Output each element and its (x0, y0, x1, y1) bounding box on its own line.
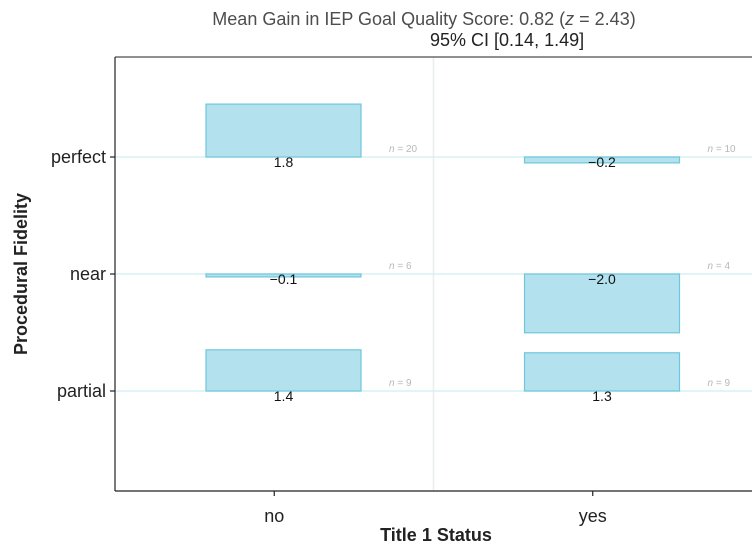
title-z-symbol: z (565, 9, 575, 29)
value-label-no-near: −0.1 (270, 271, 298, 287)
bar-no-partial (205, 349, 362, 392)
n-label-no-partial: n = 9 (389, 378, 412, 389)
bar-no-perfect (205, 103, 362, 158)
x-axis-title: Title 1 Status (380, 525, 492, 544)
n-label-yes-near: n = 4 (708, 261, 731, 272)
n-label-yes-partial: n = 9 (708, 378, 731, 389)
value-label-yes-partial: 1.3 (592, 388, 612, 404)
title-prefix: Mean Gain in IEP Goal Quality Score: 0.8… (212, 9, 566, 29)
title-suffix: = 2.43) (574, 9, 636, 29)
bar-no-near (205, 273, 362, 278)
y-tick-label-near: near (70, 264, 106, 284)
bar-yes-near (523, 273, 681, 334)
n-label-yes-perfect: n = 10 (708, 144, 737, 155)
x-tick-label-no: no (264, 506, 284, 526)
bar-yes-partial (523, 352, 681, 392)
y-tick-label-partial: partial (57, 381, 106, 401)
x-tick-label-yes: yes (579, 506, 607, 526)
y-tick-label-perfect: perfect (51, 147, 106, 167)
n-label-no-near: n = 6 (389, 261, 412, 272)
confidence-interval: 95% CI [0.14, 1.49] (430, 30, 585, 50)
value-label-yes-perfect: −0.2 (588, 154, 616, 170)
chart-title: Mean Gain in IEP Goal Quality Score: 0.8… (48, 9, 752, 30)
value-label-no-partial: 1.4 (274, 388, 294, 404)
y-axis-title: Procedural Fidelity (11, 193, 31, 355)
value-label-no-perfect: 1.8 (274, 154, 294, 170)
bar-yes-perfect (523, 156, 681, 164)
n-label-no-perfect: n = 20 (389, 144, 418, 155)
value-label-yes-near: −2.0 (588, 271, 616, 287)
